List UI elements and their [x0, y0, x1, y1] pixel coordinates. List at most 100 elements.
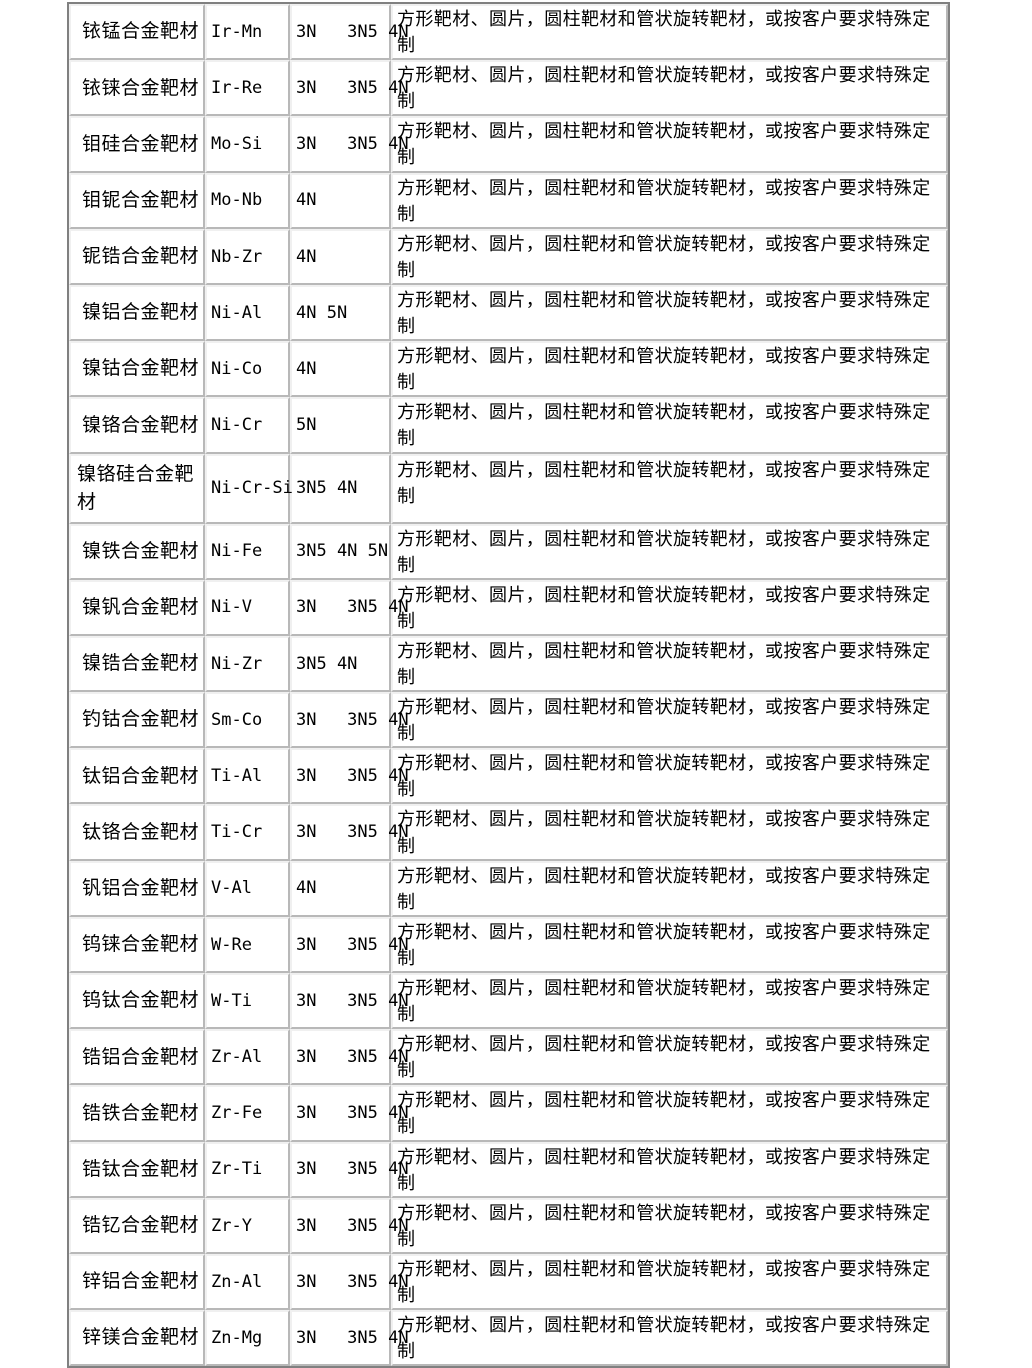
cell-element-symbol: Ni-V	[205, 579, 290, 636]
cell-alloy-name: 钒铝合金靶材	[69, 860, 205, 917]
table-body: 铱锰合金靶材 Ir-Mn 3N 3N5 4N 方形靶材、圆片，圆柱靶材和管状旋转靶材，…	[69, 4, 948, 1367]
cell-alloy-name: 钓钴合金靶材	[69, 692, 205, 749]
cell-element-symbol: Ir-Re	[205, 60, 290, 117]
cell-element-symbol: Ni-Cr	[205, 397, 290, 454]
table-row: 钼硅合金靶材 Mo-Si 3N 3N5 4N 方形靶材、圆片，圆柱靶材和管状旋转靶材，…	[69, 116, 948, 173]
cell-spec-shape: 方形靶材、圆片，圆柱靶材和管状旋转靶材，或按客户要求特殊定制	[391, 748, 948, 805]
cell-purity: 3N 3N5 4N	[290, 1141, 409, 1198]
cell-purity: 3N 3N5 4N	[290, 973, 409, 1030]
cell-element-symbol: Ti-Cr	[205, 804, 290, 861]
table-row: 锆钛合金靶材 Zr-Ti 3N 3N5 4N 方形靶材、圆片，圆柱靶材和管状旋转靶材，…	[69, 1141, 948, 1198]
cell-element-symbol: Ir-Mn	[205, 4, 290, 61]
cell-element-symbol: Ti-Al	[205, 748, 290, 805]
cell-spec-shape: 方形靶材、圆片，圆柱靶材和管状旋转靶材，或按客户要求特殊定制	[391, 1085, 948, 1142]
cell-alloy-name: 锌铝合金靶材	[69, 1253, 205, 1311]
cell-spec-shape: 方形靶材、圆片，圆柱靶材和管状旋转靶材，或按客户要求特殊定制	[391, 60, 948, 117]
table-row: 钒铝合金靶材 V-Al 4N 方形靶材、圆片，圆柱靶材和管状旋转靶材，或按客户要求特殊…	[69, 860, 948, 917]
cell-spec-shape: 方形靶材、圆片，圆柱靶材和管状旋转靶材，或按客户要求特殊定制	[391, 116, 948, 173]
cell-purity: 3N 3N5 4N	[290, 804, 409, 861]
cell-alloy-name: 铱锰合金靶材	[69, 4, 205, 61]
table-row: 锆铁合金靶材 Zr-Fe 3N 3N5 4N 方形靶材、圆片，圆柱靶材和管状旋转靶材，…	[69, 1085, 948, 1142]
cell-purity: 3N5 4N 5N	[290, 523, 391, 580]
cell-purity: 4N	[290, 172, 391, 229]
cell-spec-shape: 方形靶材、圆片，圆柱靶材和管状旋转靶材，或按客户要求特殊定制	[391, 1029, 948, 1086]
cell-alloy-name: 锌镁合金靶材	[69, 1310, 205, 1367]
cell-element-symbol: W-Ti	[205, 973, 290, 1030]
cell-purity: 3N 3N5 4N	[290, 60, 409, 117]
cell-element-symbol: Sm-Co	[205, 692, 290, 749]
cell-spec-shape: 方形靶材、圆片，圆柱靶材和管状旋转靶材，或按客户要求特殊定制	[391, 860, 948, 917]
cell-element-symbol: Mo-Nb	[205, 172, 290, 229]
cell-purity: 3N 3N5 4N	[290, 4, 409, 61]
cell-spec-shape: 方形靶材、圆片，圆柱靶材和管状旋转靶材，或按客户要求特殊定制	[391, 1197, 948, 1254]
table-row: 锆铝合金靶材 Zr-Al 3N 3N5 4N 方形靶材、圆片，圆柱靶材和管状旋转靶材，…	[69, 1029, 948, 1086]
table-row: 镍铬硅合金靶材 Ni-Cr-Si 3N5 4N 方形靶材、圆片，圆柱靶材和管状旋转靶材…	[69, 453, 948, 524]
cell-alloy-name: 镍钴合金靶材	[69, 341, 205, 398]
cell-spec-shape: 方形靶材、圆片，圆柱靶材和管状旋转靶材，或按客户要求特殊定制	[391, 284, 948, 342]
table-row: 镍锆合金靶材 Ni-Zr 3N5 4N 方形靶材、圆片，圆柱靶材和管状旋转靶材，或按客…	[69, 635, 948, 693]
cell-alloy-name: 镍锆合金靶材	[69, 635, 205, 693]
cell-spec-shape: 方形靶材、圆片，圆柱靶材和管状旋转靶材，或按客户要求特殊定制	[391, 579, 948, 636]
cell-element-symbol: Zr-Al	[205, 1029, 290, 1086]
table-row: 铱铼合金靶材 Ir-Re 3N 3N5 4N 方形靶材、圆片，圆柱靶材和管状旋转靶材，…	[69, 60, 948, 117]
cell-spec-shape: 方形靶材、圆片，圆柱靶材和管状旋转靶材，或按客户要求特殊定制	[391, 692, 948, 749]
cell-purity: 3N 3N5 4N	[290, 1029, 409, 1086]
cell-purity: 3N 3N5 4N	[290, 1310, 409, 1367]
cell-purity: 3N 3N5 4N	[290, 116, 409, 173]
cell-alloy-name: 锆钇合金靶材	[69, 1197, 205, 1254]
cell-spec-shape: 方形靶材、圆片，圆柱靶材和管状旋转靶材，或按客户要求特殊定制	[391, 523, 948, 580]
cell-spec-shape: 方形靶材、圆片，圆柱靶材和管状旋转靶材，或按客户要求特殊定制	[391, 341, 948, 398]
cell-element-symbol: Zn-Mg	[205, 1310, 290, 1367]
cell-spec-shape: 方形靶材、圆片，圆柱靶材和管状旋转靶材，或按客户要求特殊定制	[391, 916, 948, 973]
cell-spec-shape: 方形靶材、圆片，圆柱靶材和管状旋转靶材，或按客户要求特殊定制	[391, 228, 948, 285]
cell-element-symbol: Ni-Cr-Si	[205, 453, 293, 524]
table-row: 镍铁合金靶材 Ni-Fe 3N5 4N 5N 方形靶材、圆片，圆柱靶材和管状旋转靶材，…	[69, 523, 948, 580]
cell-purity: 3N 3N5 4N	[290, 748, 409, 805]
cell-purity: 3N 3N5 4N	[290, 916, 409, 973]
table-row: 铌锆合金靶材 Nb-Zr 4N 方形靶材、圆片，圆柱靶材和管状旋转靶材，或按客户要求特…	[69, 228, 948, 285]
table-row: 钛铝合金靶材 Ti-Al 3N 3N5 4N 方形靶材、圆片，圆柱靶材和管状旋转靶材，…	[69, 748, 948, 805]
cell-alloy-name: 镍钒合金靶材	[69, 579, 205, 636]
table-row: 锆钇合金靶材 Zr-Y 3N 3N5 4N 方形靶材、圆片，圆柱靶材和管状旋转靶材，或…	[69, 1197, 948, 1254]
cell-purity: 4N	[290, 860, 391, 917]
cell-alloy-name: 锆铝合金靶材	[69, 1029, 205, 1086]
cell-purity: 3N 3N5 4N	[290, 1197, 409, 1254]
cell-alloy-name: 锆钛合金靶材	[69, 1141, 205, 1198]
cell-element-symbol: Mo-Si	[205, 116, 290, 173]
cell-element-symbol: Zr-Y	[205, 1197, 290, 1254]
table-row: 镍铝合金靶材 Ni-Al 4N 5N 方形靶材、圆片，圆柱靶材和管状旋转靶材，或按客户…	[69, 284, 948, 342]
cell-spec-shape: 方形靶材、圆片，圆柱靶材和管状旋转靶材，或按客户要求特殊定制	[391, 1141, 948, 1198]
cell-alloy-name: 镍铁合金靶材	[69, 523, 205, 580]
cell-purity: 3N 3N5 4N	[290, 692, 409, 749]
cell-purity: 4N	[290, 228, 391, 285]
cell-spec-shape: 方形靶材、圆片，圆柱靶材和管状旋转靶材，或按客户要求特殊定制	[391, 4, 948, 61]
table-row: 钛铬合金靶材 Ti-Cr 3N 3N5 4N 方形靶材、圆片，圆柱靶材和管状旋转靶材，…	[69, 804, 948, 861]
cell-spec-shape: 方形靶材、圆片，圆柱靶材和管状旋转靶材，或按客户要求特殊定制	[391, 453, 948, 524]
cell-element-symbol: V-Al	[205, 860, 290, 917]
cell-purity: 3N5 4N	[290, 635, 391, 693]
table-row: 镍钴合金靶材 Ni-Co 4N 方形靶材、圆片，圆柱靶材和管状旋转靶材，或按客户要求特…	[69, 341, 948, 398]
cell-alloy-name: 钼铌合金靶材	[69, 172, 205, 229]
cell-element-symbol: Zr-Ti	[205, 1141, 290, 1198]
table-row: 镍钒合金靶材 Ni-V 3N 3N5 4N 方形靶材、圆片，圆柱靶材和管状旋转靶材，或…	[69, 579, 948, 636]
cell-spec-shape: 方形靶材、圆片，圆柱靶材和管状旋转靶材，或按客户要求特殊定制	[391, 1253, 948, 1311]
cell-alloy-name: 镍铝合金靶材	[69, 284, 205, 342]
cell-spec-shape: 方形靶材、圆片，圆柱靶材和管状旋转靶材，或按客户要求特殊定制	[391, 804, 948, 861]
cell-alloy-name: 钨铼合金靶材	[69, 916, 205, 973]
cell-purity: 4N 5N	[290, 284, 391, 342]
cell-element-symbol: Zn-Al	[205, 1253, 290, 1311]
cell-alloy-name: 镍铬合金靶材	[69, 397, 205, 454]
table-row: 钨钛合金靶材 W-Ti 3N 3N5 4N 方形靶材、圆片，圆柱靶材和管状旋转靶材，或…	[69, 973, 948, 1030]
cell-spec-shape: 方形靶材、圆片，圆柱靶材和管状旋转靶材，或按客户要求特殊定制	[391, 172, 948, 229]
table-row: 锌铝合金靶材 Zn-Al 3N 3N5 4N 方形靶材、圆片，圆柱靶材和管状旋转靶材，…	[69, 1253, 948, 1311]
cell-alloy-name: 锆铁合金靶材	[69, 1085, 205, 1142]
cell-alloy-name: 钼硅合金靶材	[69, 116, 205, 173]
cell-alloy-name: 钛铬合金靶材	[69, 804, 205, 861]
alloy-target-table-container: 铱锰合金靶材 Ir-Mn 3N 3N5 4N 方形靶材、圆片，圆柱靶材和管状旋转靶材，…	[67, 2, 950, 1368]
cell-element-symbol: Ni-Zr	[205, 635, 290, 693]
cell-alloy-name: 铌锆合金靶材	[69, 228, 205, 285]
cell-purity: 3N 3N5 4N	[290, 1253, 409, 1311]
cell-purity: 3N 3N5 4N	[290, 579, 409, 636]
table-row: 钓钴合金靶材 Sm-Co 3N 3N5 4N 方形靶材、圆片，圆柱靶材和管状旋转靶材，…	[69, 692, 948, 749]
cell-element-symbol: Zr-Fe	[205, 1085, 290, 1142]
